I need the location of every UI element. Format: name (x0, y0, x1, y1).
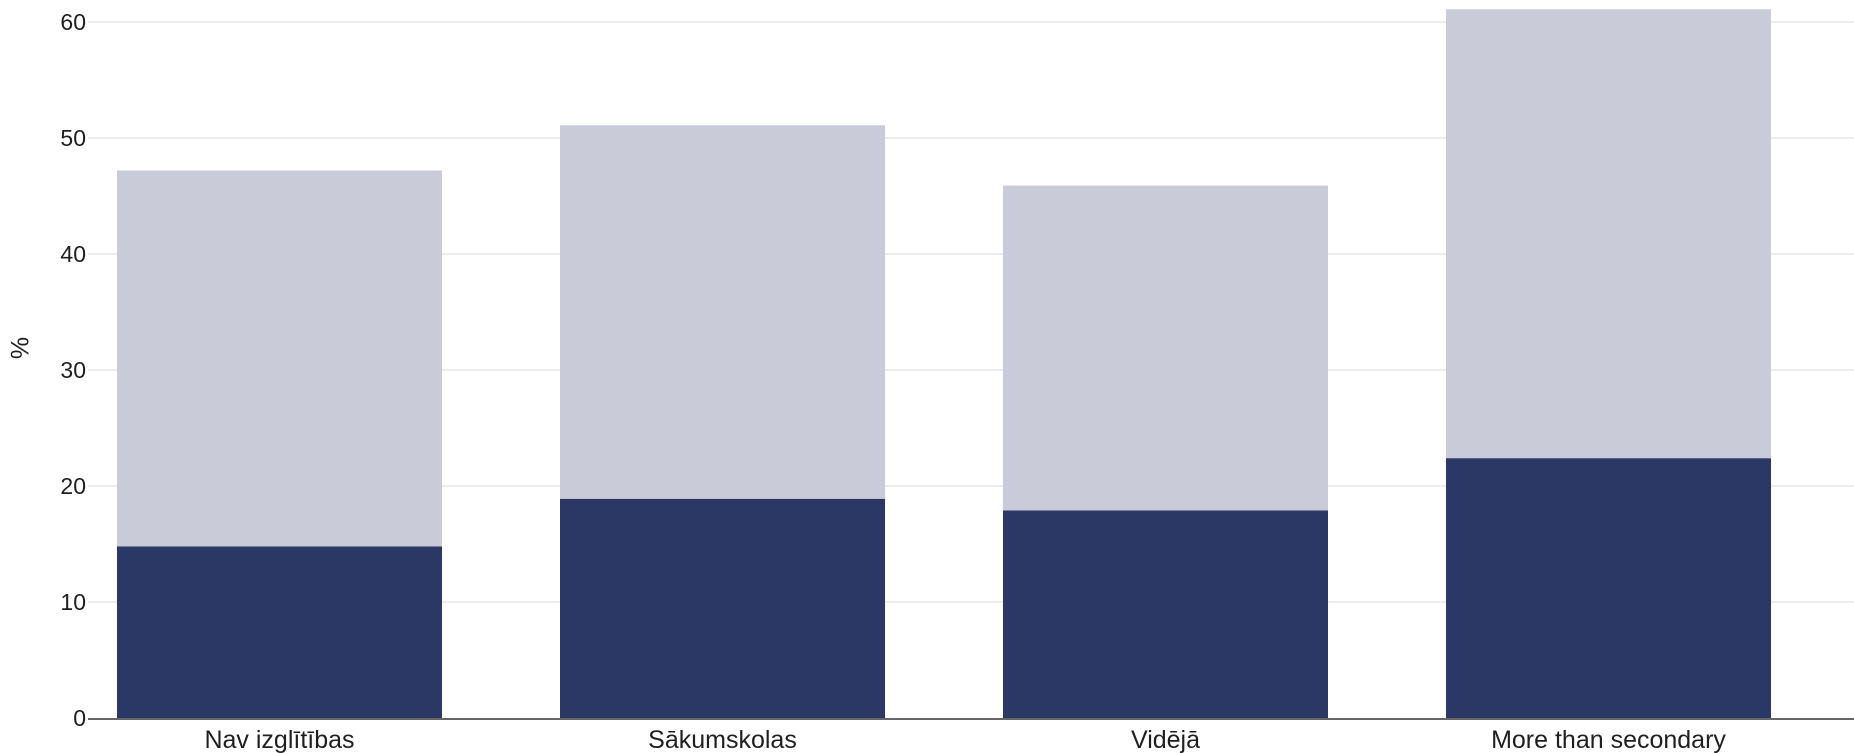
x-tick-label: More than secondary (1491, 726, 1726, 753)
y-tick-label: 60 (60, 9, 86, 35)
bar-segment-series-1 (1446, 458, 1771, 718)
bar-segment-series-1 (1003, 510, 1328, 718)
bar-segment-series-2 (560, 125, 885, 499)
y-tick-label: 0 (73, 705, 86, 731)
bar-segment-series-1 (117, 546, 442, 718)
bar-segment-series-2 (1003, 185, 1328, 511)
y-tick-label: 40 (60, 241, 86, 267)
y-tick-label: 10 (60, 589, 86, 615)
bar-segment-series-2 (117, 170, 442, 547)
bar-segment-series-2 (1446, 9, 1771, 459)
x-tick-label: Vidējā (1131, 726, 1200, 753)
y-tick-label: 30 (60, 357, 86, 383)
y-tick-labels: 0 10 20 30 40 50 60 (60, 9, 86, 731)
y-tick-label: 50 (60, 125, 86, 151)
x-tick-label: Nav izglītības (204, 726, 354, 753)
x-tick-labels: Nav izglītības Sākumskolas Vidējā More than… (204, 726, 1726, 753)
bar-segment-series-1 (560, 498, 885, 718)
bars (117, 9, 1771, 718)
x-tick-label: Sākumskolas (648, 726, 797, 753)
y-tick-label: 20 (60, 473, 86, 499)
y-axis-title: % (7, 337, 35, 359)
